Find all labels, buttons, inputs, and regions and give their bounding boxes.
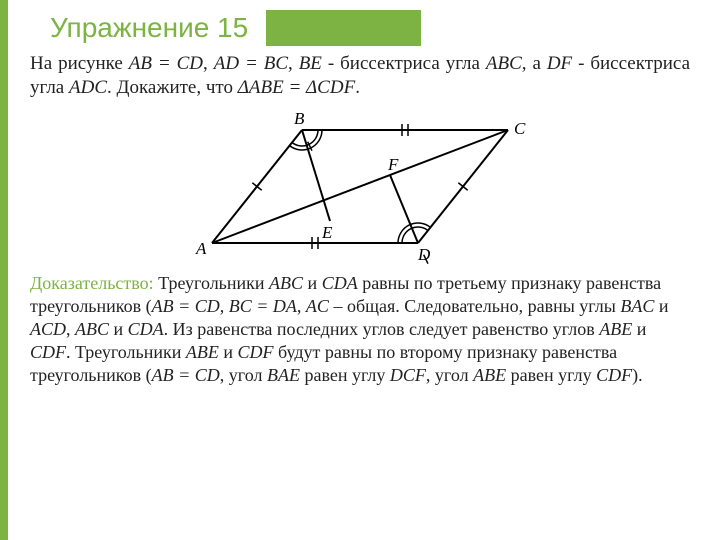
proof-seg: – общая. Следовательно, равны углы — [329, 296, 620, 316]
proof-it: ABC — [269, 273, 303, 293]
title-accent-box — [266, 10, 421, 46]
problem-seg: - биссектриса угла — [322, 53, 486, 74]
problem-eq: AB = CD — [129, 53, 203, 74]
proof-it: AC — [306, 296, 329, 316]
proof-seg: , угол — [426, 365, 473, 385]
proof-it: ACD — [30, 319, 66, 339]
problem-seg: . Докажите, что — [107, 77, 238, 98]
proof-seg: равен углу — [300, 365, 390, 385]
proof-it: ABC — [75, 319, 109, 339]
proof-seg: Треугольники — [154, 273, 269, 293]
diagram-container: A B C D E F — [0, 100, 720, 272]
proof-it: BAE — [267, 365, 300, 385]
accent-left-bar — [0, 0, 8, 540]
problem-seg: , — [203, 53, 214, 74]
svg-text:D: D — [417, 245, 431, 264]
proof-it: BC = DA — [229, 296, 297, 316]
problem-eq: ABC — [486, 53, 522, 74]
proof-seg: . Из равенства последних углов следует р… — [164, 319, 600, 339]
proof-it: BAC — [620, 296, 654, 316]
problem-seg: . — [355, 77, 360, 98]
problem-seg: , а — [522, 53, 547, 74]
proof-it: CDF — [238, 342, 274, 362]
problem-eq: BE — [299, 53, 322, 74]
svg-text:B: B — [294, 109, 305, 128]
svg-text:F: F — [387, 155, 399, 174]
proof-label: Доказательство: — [30, 273, 154, 293]
proof-it: CDA — [322, 273, 358, 293]
proof-it: ABE — [599, 319, 632, 339]
svg-text:E: E — [321, 223, 333, 242]
proof-seg: равен углу — [506, 365, 596, 385]
proof-seg: и — [303, 273, 322, 293]
proof-it: ABE — [473, 365, 506, 385]
page-title: Упражнение 15 — [50, 12, 248, 44]
proof-it: DCF — [390, 365, 426, 385]
problem-seg: На рисунке — [30, 53, 129, 74]
proof-it: AB = CD — [152, 365, 220, 385]
problem-eq: ADC — [69, 77, 107, 98]
proof-seg: и — [109, 319, 128, 339]
proof-seg: и — [219, 342, 238, 362]
problem-seg: , — [288, 53, 299, 74]
svg-text:A: A — [195, 239, 207, 258]
problem-eq: ΔABE = ΔCDF — [238, 77, 355, 98]
proof-it: AB = CD — [152, 296, 220, 316]
proof-seg: , — [66, 319, 75, 339]
geometry-diagram: A B C D E F — [190, 108, 530, 268]
proof-seg: и — [654, 296, 668, 316]
proof-seg: , — [220, 296, 229, 316]
proof-seg: , — [297, 296, 306, 316]
proof-seg: ). — [632, 365, 643, 385]
proof-it: ABE — [186, 342, 219, 362]
svg-text:C: C — [514, 119, 526, 138]
proof-seg: и — [632, 319, 646, 339]
proof-it: CDF — [30, 342, 66, 362]
proof-it: CDF — [596, 365, 632, 385]
proof-seg: . Треугольники — [66, 342, 186, 362]
problem-text: На рисунке AB = CD, AD = BC, BE - биссек… — [0, 46, 720, 100]
problem-eq: AD = BC — [214, 53, 288, 74]
proof-text: Доказательство: Треугольники ABC и CDA р… — [0, 272, 720, 387]
proof-it: CDA — [128, 319, 164, 339]
problem-eq: DF — [547, 53, 572, 74]
proof-seg: , угол — [220, 365, 267, 385]
title-row: Упражнение 15 — [0, 0, 720, 46]
